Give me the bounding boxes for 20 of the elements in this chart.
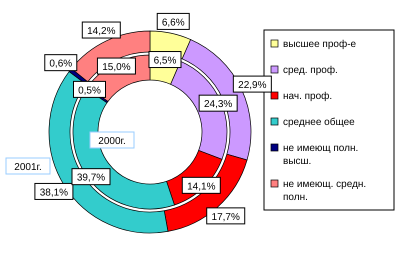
legend-label: не имеющ полн. высш. <box>283 143 358 167</box>
legend-label: среднее общее <box>283 117 356 128</box>
data-label: 38,1% <box>40 187 68 198</box>
data-label: 14,1% <box>187 181 216 192</box>
data-label: 22,9% <box>238 80 267 92</box>
data-label: 15,0% <box>102 62 131 74</box>
data-label: 6,6% <box>162 17 185 28</box>
data-label: 6,5% <box>154 56 176 67</box>
data-label: 17,7% <box>212 212 240 223</box>
slice-label: 2001г. <box>14 162 42 173</box>
legend-label: нач. проф. <box>283 91 332 102</box>
data-label: 14,2% <box>87 26 116 38</box>
data-label: 0,6% <box>49 58 72 70</box>
slice-label: 2000г. <box>98 136 126 147</box>
data-label: 39,7% <box>76 172 106 184</box>
legend-label: высшее проф-е <box>283 39 357 50</box>
legend-label: не имеющ. средн. полн. <box>283 179 366 203</box>
data-label: 24,3% <box>204 99 232 110</box>
data-label: 0,5% <box>78 85 101 96</box>
legend-label: сред. проф. <box>283 65 338 76</box>
